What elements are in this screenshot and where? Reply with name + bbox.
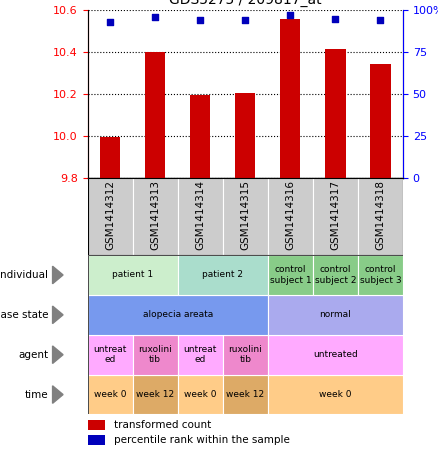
Bar: [133, 178, 178, 255]
Text: control
subject 2: control subject 2: [314, 265, 356, 284]
Text: week 12: week 12: [136, 390, 174, 399]
Text: week 0: week 0: [184, 390, 216, 399]
Text: GSM1414313: GSM1414313: [150, 180, 160, 251]
Text: GSM1414312: GSM1414312: [105, 180, 115, 251]
Text: transformed count: transformed count: [114, 419, 211, 430]
Bar: [88, 335, 133, 375]
Text: percentile rank within the sample: percentile rank within the sample: [114, 435, 290, 445]
Bar: [325, 48, 346, 178]
Point: [197, 17, 204, 24]
Text: GSM1414318: GSM1414318: [375, 180, 385, 251]
Polygon shape: [53, 386, 63, 403]
Bar: [145, 52, 165, 178]
Text: individual: individual: [0, 270, 48, 280]
Bar: [100, 137, 120, 178]
Bar: [268, 255, 313, 295]
Bar: [133, 335, 178, 375]
Bar: [178, 335, 223, 375]
Bar: [88, 419, 105, 430]
Bar: [88, 178, 133, 255]
Title: GDS5275 / 209817_at: GDS5275 / 209817_at: [169, 0, 321, 7]
Bar: [358, 255, 403, 295]
Text: GSM1414315: GSM1414315: [240, 180, 250, 251]
Text: untreat
ed: untreat ed: [184, 345, 217, 364]
Text: untreated: untreated: [313, 350, 358, 359]
Bar: [88, 375, 133, 414]
Text: ruxolini
tib: ruxolini tib: [138, 345, 172, 364]
Bar: [268, 375, 403, 414]
Point: [377, 17, 384, 24]
Point: [332, 15, 339, 22]
Text: GSM1414316: GSM1414316: [285, 180, 295, 251]
Bar: [223, 375, 268, 414]
Bar: [88, 255, 178, 295]
Text: control
subject 3: control subject 3: [360, 265, 401, 284]
Point: [287, 12, 294, 19]
Bar: [178, 375, 223, 414]
Bar: [88, 295, 268, 335]
Bar: [313, 178, 358, 255]
Polygon shape: [53, 266, 63, 284]
Text: patient 1: patient 1: [112, 270, 153, 280]
Bar: [313, 255, 358, 295]
Bar: [268, 335, 403, 375]
Text: week 0: week 0: [319, 390, 352, 399]
Bar: [280, 19, 300, 178]
Text: control
subject 1: control subject 1: [269, 265, 311, 284]
Bar: [223, 335, 268, 375]
Bar: [235, 92, 255, 178]
Text: normal: normal: [319, 310, 351, 319]
Text: week 12: week 12: [226, 390, 265, 399]
Text: disease state: disease state: [0, 310, 48, 320]
Bar: [190, 96, 210, 178]
Bar: [268, 178, 313, 255]
Polygon shape: [53, 346, 63, 363]
Text: time: time: [25, 390, 48, 400]
Text: patient 2: patient 2: [202, 270, 243, 280]
Bar: [223, 178, 268, 255]
Text: ruxolini
tib: ruxolini tib: [228, 345, 262, 364]
Bar: [178, 255, 268, 295]
Polygon shape: [53, 306, 63, 323]
Bar: [370, 64, 391, 178]
Bar: [133, 375, 178, 414]
Point: [106, 19, 113, 26]
Bar: [268, 295, 403, 335]
Text: alopecia areata: alopecia areata: [143, 310, 213, 319]
Point: [152, 14, 159, 21]
Text: untreat
ed: untreat ed: [93, 345, 127, 364]
Text: agent: agent: [18, 350, 48, 360]
Point: [242, 17, 249, 24]
Bar: [88, 435, 105, 445]
Bar: [358, 178, 403, 255]
Bar: [178, 178, 223, 255]
Text: GSM1414317: GSM1414317: [330, 180, 340, 251]
Text: GSM1414314: GSM1414314: [195, 180, 205, 251]
Text: week 0: week 0: [94, 390, 127, 399]
